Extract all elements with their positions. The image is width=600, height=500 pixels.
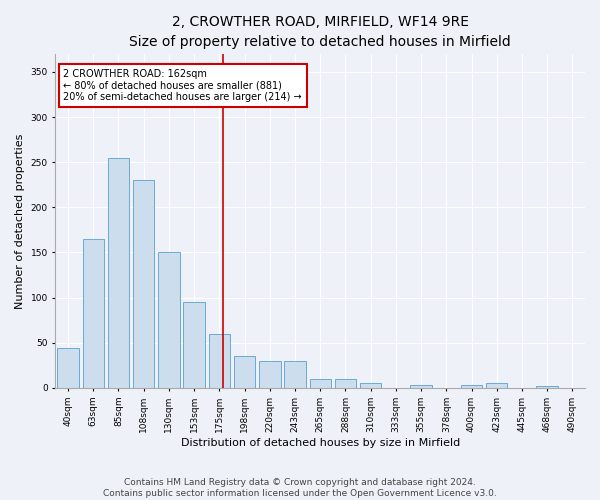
Bar — [209, 334, 230, 388]
Bar — [284, 361, 306, 388]
Bar — [536, 386, 558, 388]
Title: 2, CROWTHER ROAD, MIRFIELD, WF14 9RE
Size of property relative to detached house: 2, CROWTHER ROAD, MIRFIELD, WF14 9RE Siz… — [130, 15, 511, 48]
Text: Contains HM Land Registry data © Crown copyright and database right 2024.
Contai: Contains HM Land Registry data © Crown c… — [103, 478, 497, 498]
Bar — [335, 379, 356, 388]
X-axis label: Distribution of detached houses by size in Mirfield: Distribution of detached houses by size … — [181, 438, 460, 448]
Bar — [58, 348, 79, 388]
Bar — [461, 385, 482, 388]
Bar — [486, 384, 508, 388]
Bar — [234, 356, 255, 388]
Bar — [133, 180, 154, 388]
Bar — [158, 252, 179, 388]
Y-axis label: Number of detached properties: Number of detached properties — [15, 133, 25, 308]
Bar — [410, 385, 432, 388]
Bar — [310, 379, 331, 388]
Bar — [108, 158, 129, 388]
Bar — [259, 361, 281, 388]
Bar — [184, 302, 205, 388]
Bar — [83, 239, 104, 388]
Text: 2 CROWTHER ROAD: 162sqm
← 80% of detached houses are smaller (881)
20% of semi-d: 2 CROWTHER ROAD: 162sqm ← 80% of detache… — [64, 69, 302, 102]
Bar — [360, 384, 382, 388]
